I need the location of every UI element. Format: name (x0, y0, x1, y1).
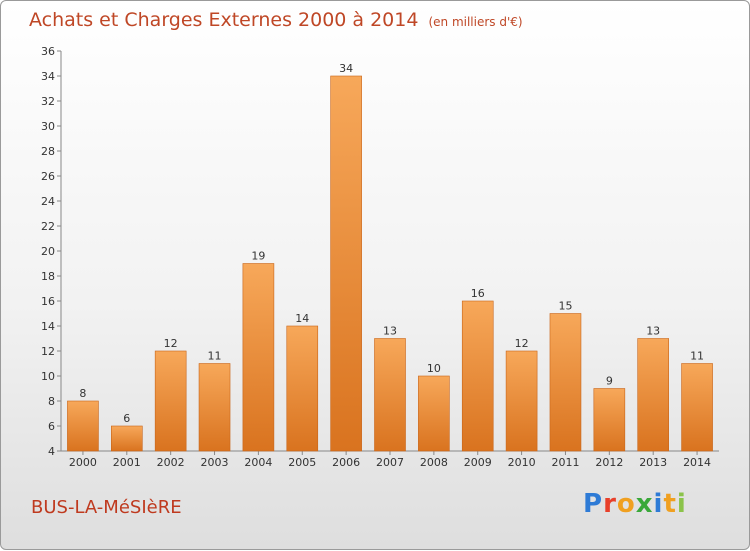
x-tick-label: 2000 (69, 456, 97, 469)
town-name: BUS-LA-MéSIèRE (31, 497, 182, 518)
bar (374, 338, 406, 452)
y-tick-label: 36 (41, 45, 55, 58)
x-tick-label: 2005 (288, 456, 316, 469)
data-label: 12 (164, 337, 178, 350)
y-tick-label: 18 (41, 270, 55, 283)
y-tick-label: 28 (41, 145, 55, 158)
x-tick-label: 2014 (683, 456, 711, 469)
bar (461, 300, 494, 452)
data-label: 8 (79, 387, 86, 400)
x-tick-label: 2007 (376, 456, 404, 469)
logo-letter: x (635, 489, 654, 519)
bar (418, 375, 450, 452)
y-tick-label: 22 (41, 220, 55, 233)
y-tick-label: 30 (41, 120, 55, 133)
bar (198, 363, 231, 452)
bar (154, 350, 187, 452)
data-label: 11 (208, 350, 222, 363)
bar (242, 263, 275, 452)
y-tick-label: 12 (41, 345, 55, 358)
bar (549, 313, 582, 452)
x-tick-label: 2002 (157, 456, 185, 469)
data-label: 6 (123, 412, 130, 425)
chart-title: Achats et Charges Externes 2000 à 2014 (e… (29, 9, 523, 31)
y-tick-label: 8 (48, 395, 55, 408)
logo-letter: t (663, 489, 677, 519)
y-tick-label: 4 (48, 445, 55, 458)
data-label: 13 (646, 325, 660, 338)
bar (637, 338, 670, 452)
x-tick-label: 2009 (464, 456, 492, 469)
bar (286, 325, 319, 452)
data-label: 11 (690, 350, 704, 363)
x-tick-label: 2010 (508, 456, 536, 469)
data-label: 34 (339, 62, 353, 75)
data-label: 16 (471, 287, 485, 300)
logo-letter: o (616, 489, 636, 519)
bars (67, 75, 713, 452)
bar (505, 350, 538, 452)
bar (330, 75, 362, 452)
x-tick-label: 2011 (551, 456, 579, 469)
y-tick-label: 20 (41, 245, 55, 258)
bar (111, 425, 143, 452)
bar (67, 400, 99, 452)
y-tick-label: 32 (41, 95, 55, 108)
bar (593, 388, 626, 452)
logo-letter: r (603, 489, 617, 519)
logo-letter: i (676, 489, 687, 519)
y-tick-label: 26 (41, 170, 55, 183)
y-tick-label: 10 (41, 370, 55, 383)
y-tick-label: 6 (48, 420, 55, 433)
chart-subtitle: (en milliers d'€) (428, 15, 523, 29)
x-tick-label: 2001 (113, 456, 141, 469)
data-label: 9 (606, 375, 613, 388)
data-label: 13 (383, 325, 397, 338)
chart-title-text: Achats et Charges Externes 2000 à 2014 (29, 9, 419, 31)
logo-letter: i (653, 489, 664, 519)
data-label: 12 (515, 337, 529, 350)
y-tick-label: 16 (41, 295, 55, 308)
value-labels: 8 6 12 11 19 14 34 13 10 16 12 15 9 13 11 (79, 62, 704, 425)
data-label: 15 (558, 300, 572, 313)
x-tick-label: 2006 (332, 456, 360, 469)
x-tick-label: 2008 (420, 456, 448, 469)
x-tick-label: 2004 (244, 456, 272, 469)
data-label: 10 (427, 362, 441, 375)
data-label: 19 (251, 250, 265, 263)
x-tick-label: 2013 (639, 456, 667, 469)
data-label: 14 (295, 312, 309, 325)
y-tick-label: 14 (41, 320, 55, 333)
x-tick-label: 2003 (201, 456, 229, 469)
proxiti-logo: Proxiti (583, 489, 687, 519)
y-tick-label: 24 (41, 195, 55, 208)
bar (681, 363, 713, 452)
y-tick-label: 34 (41, 70, 55, 83)
logo-letter: P (583, 489, 604, 519)
x-tick-label: 2012 (595, 456, 623, 469)
